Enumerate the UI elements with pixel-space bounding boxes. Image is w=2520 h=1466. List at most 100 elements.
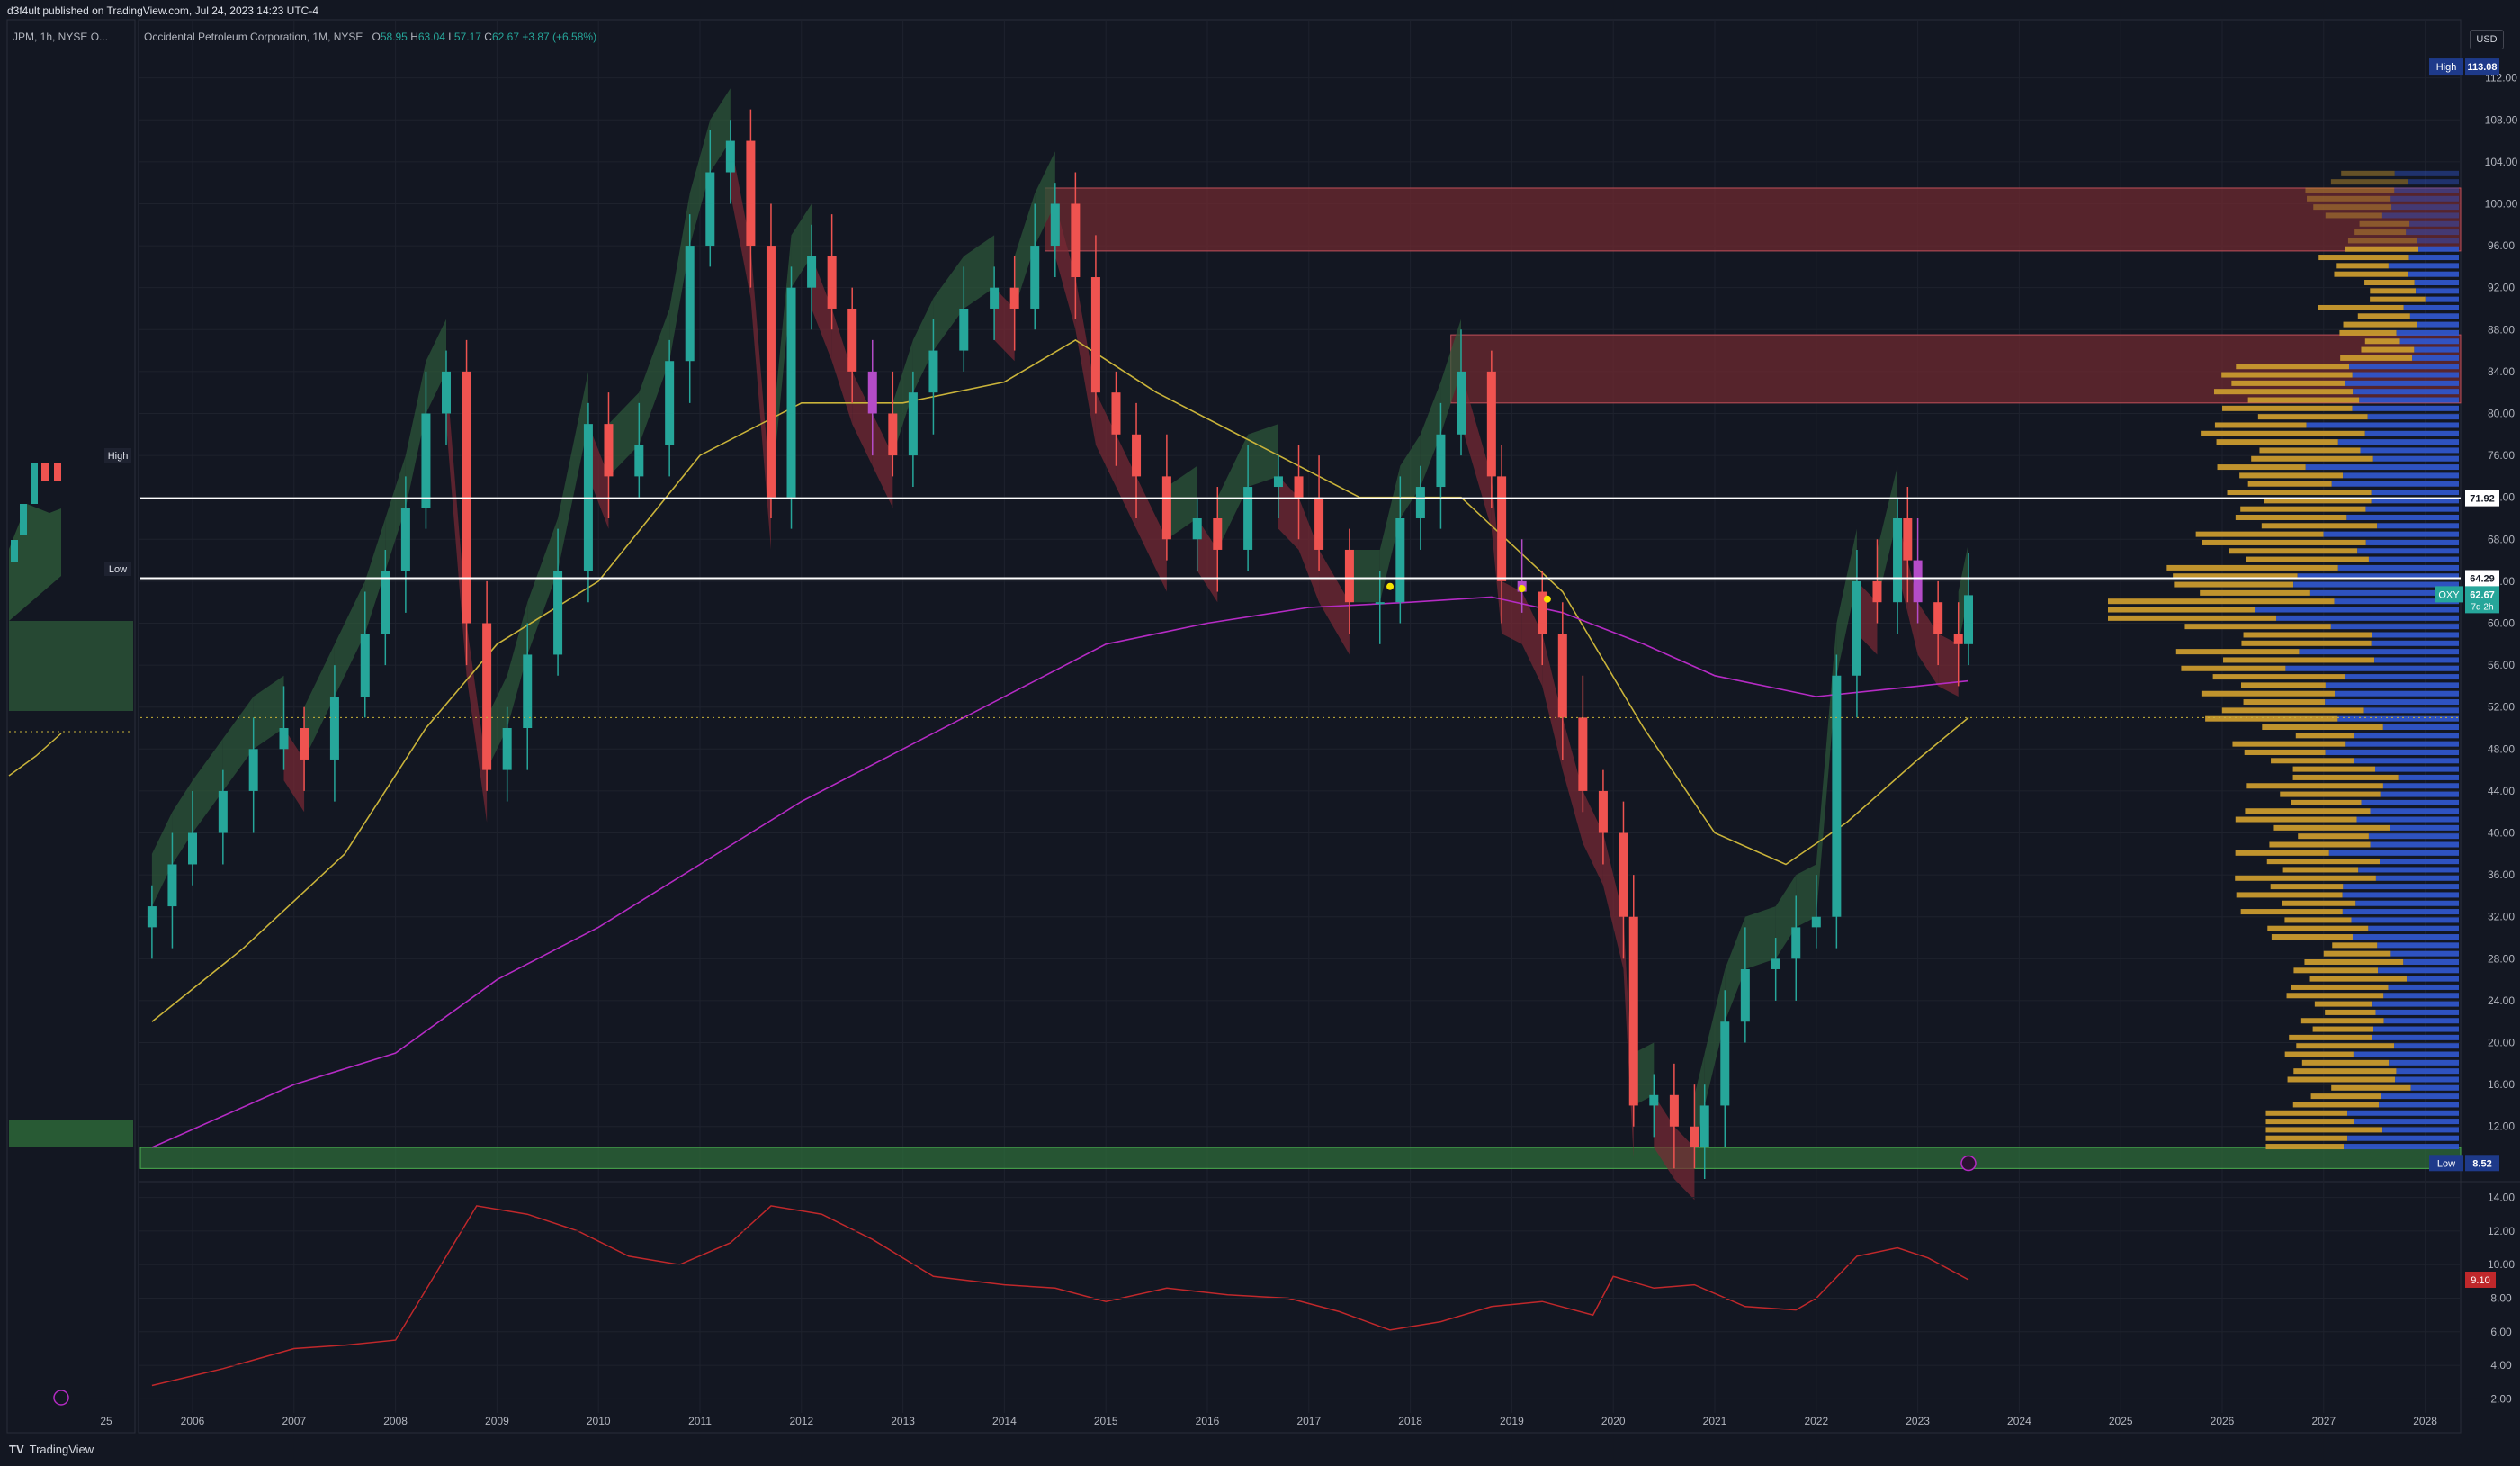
vp-bar-gold — [2201, 690, 2336, 697]
candle-body — [604, 424, 614, 477]
horizontal-lines[interactable] — [140, 497, 2461, 718]
price-tick-label: 60.00 — [2488, 617, 2515, 630]
vp-bar-gold — [2236, 892, 2343, 898]
vp-bar-blue — [2337, 564, 2459, 571]
vp-bar-blue — [2367, 414, 2459, 420]
vp-bar-blue — [2334, 598, 2459, 605]
vp-bar-blue — [2353, 1051, 2459, 1057]
vp-bar-blue — [2399, 338, 2459, 345]
vp-bar-gold — [2265, 1144, 2345, 1150]
vp-bar-gold — [2229, 548, 2358, 554]
vp-bar-gold — [2205, 715, 2338, 722]
vp-bar-gold — [2246, 556, 2369, 562]
vp-bar-blue — [2374, 657, 2459, 663]
ma-slow — [151, 596, 1969, 1148]
vp-bar-gold — [2235, 850, 2329, 856]
vp-bar-gold — [2245, 808, 2371, 814]
vp-bar-gold — [2264, 498, 2372, 504]
time-tick-label: 2024 — [2007, 1415, 2031, 1427]
band-segment — [222, 697, 254, 791]
high-value-tag-caption: High — [2436, 62, 2457, 73]
vp-bar-blue — [2390, 195, 2459, 202]
candles-layer[interactable] — [147, 109, 1977, 1179]
vp-bar-gold — [2262, 724, 2383, 731]
band-segment — [1602, 832, 1624, 969]
candle-body — [248, 749, 258, 791]
vp-bar-blue — [2299, 649, 2459, 655]
band-segment — [994, 287, 1015, 362]
vp-bar-blue — [2375, 766, 2459, 772]
left-pane-bottom-zone — [9, 1120, 133, 1147]
vp-bar-gold — [2370, 296, 2426, 302]
vp-bar-gold — [2267, 925, 2369, 931]
vp-bar-gold — [2246, 783, 2383, 789]
ohlc-l-label: L — [448, 31, 454, 43]
vp-bar-blue — [2354, 1119, 2459, 1125]
candle-body — [665, 361, 675, 445]
indicator-line — [151, 1205, 1969, 1387]
main-legend[interactable]: Occidental Petroleum Corporation, 1M, NY… — [144, 31, 596, 43]
vp-bar-blue — [2358, 867, 2459, 873]
main-pane-frame — [138, 19, 2462, 1434]
vp-bar-blue — [2394, 1043, 2459, 1049]
price-tick-label: 48.00 — [2488, 742, 2515, 755]
band-segment — [1217, 434, 1249, 550]
candle-body — [1111, 392, 1121, 435]
band-segment — [770, 235, 792, 498]
left-pane-chart[interactable]: High Low 25 — [8, 448, 133, 1427]
vp-bar-blue — [2360, 447, 2459, 454]
vp-bar-blue — [2368, 925, 2459, 931]
vp-bar-blue — [2371, 498, 2459, 504]
vp-bar-blue — [2391, 204, 2459, 211]
candle-body — [1050, 203, 1060, 247]
vp-bar-blue — [2414, 280, 2459, 286]
vp-bar-blue — [2414, 346, 2459, 353]
band-segment — [710, 88, 731, 173]
candle-body — [1243, 487, 1253, 550]
ma-fast — [151, 338, 1969, 1022]
vp-bar-blue — [2370, 808, 2459, 814]
vp-bar-gold — [2227, 490, 2372, 496]
vp-bar-blue — [2347, 1110, 2459, 1116]
left-pane-legend[interactable]: JPM, 1h, NYSE O... — [13, 31, 109, 43]
vp-bar-gold — [2336, 263, 2389, 269]
vp-bar-blue — [2325, 749, 2459, 755]
vp-bar-gold — [2364, 280, 2415, 286]
candle-body — [218, 790, 228, 833]
currency-button[interactable]: USD — [2470, 30, 2504, 49]
vp-bar-blue — [2325, 699, 2459, 706]
candle-body — [1669, 1094, 1679, 1127]
left-pane-green-zone — [9, 621, 133, 711]
candle-body — [1578, 717, 1588, 791]
candle-body — [990, 287, 1000, 309]
time-tick-label: 2015 — [1094, 1415, 1118, 1427]
tradingview-logo[interactable]: TV TradingView — [9, 1443, 94, 1456]
candle-body — [1395, 517, 1405, 603]
vp-bar-blue — [2285, 665, 2459, 671]
candle-body — [1649, 1094, 1659, 1106]
vp-bar-blue — [2372, 632, 2459, 638]
band-segment — [1542, 634, 1563, 770]
candle-body — [167, 864, 177, 907]
vp-bar-blue — [2323, 531, 2459, 537]
vp-bar-blue — [2345, 674, 2459, 680]
band-segment — [1816, 623, 1837, 917]
vp-bar-gold — [2343, 321, 2417, 328]
band-segment — [1349, 549, 1380, 603]
indicator-tick-label: 6.00 — [2490, 1326, 2512, 1338]
band-segment — [791, 203, 812, 288]
price-tick-label: 104.00 — [2485, 156, 2518, 168]
band-segment — [1461, 371, 1492, 529]
vp-bar-gold — [2184, 624, 2331, 630]
band-segment — [1440, 319, 1461, 435]
vp-bar-gold — [2174, 581, 2294, 588]
time-tick-label: 2019 — [1500, 1415, 1524, 1427]
vp-bar-gold — [2214, 422, 2307, 428]
band-segment — [1744, 906, 1776, 969]
vp-bar-blue — [2375, 875, 2459, 881]
vp-bar-blue — [2351, 917, 2459, 923]
low-value-tag-bg — [2465, 1155, 2499, 1172]
candle-body — [360, 634, 370, 697]
ohlc-high: 63.04 — [417, 31, 445, 43]
vp-bar-blue — [2276, 615, 2459, 621]
